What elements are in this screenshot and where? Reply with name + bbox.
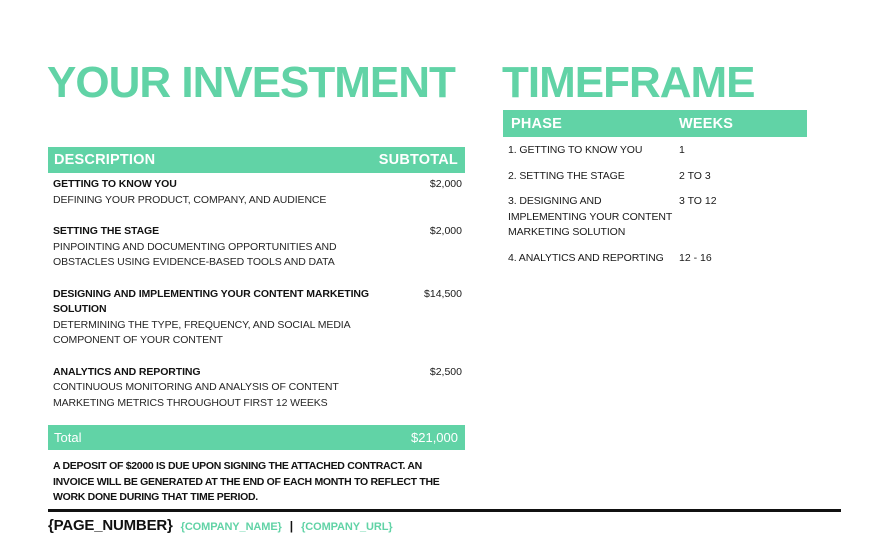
row-name: GETTING TO KNOW YOU xyxy=(53,178,177,190)
timeframe-section-title: TIMEFRAME xyxy=(502,58,756,107)
deposit-note: A DEPOSIT OF $2000 IS DUE UPON SIGNING T… xyxy=(53,460,440,503)
timeframe-table-header: PHASE WEEKS xyxy=(503,110,807,137)
row-text: DESIGNING AND IMPLEMENTING YOUR CONTENT … xyxy=(48,287,380,349)
investment-header-description: DESCRIPTION xyxy=(54,152,156,168)
company-url-placeholder: {COMPANY_URL} xyxy=(301,521,393,533)
table-row: 3. DESIGNING AND IMPLEMENTING YOUR CONTE… xyxy=(503,194,807,241)
table-row: SETTING THE STAGE PINPOINTING AND DOCUME… xyxy=(48,224,465,271)
investment-section-title: YOUR INVESTMENT xyxy=(47,58,456,107)
row-text: GETTING TO KNOW YOU DEFINING YOUR PRODUC… xyxy=(48,177,380,208)
row-weeks: 12 - 16 xyxy=(679,251,712,264)
row-subtotal: $2,000 xyxy=(429,178,462,190)
timeframe-table-body: 1. GETTING TO KNOW YOU 1 2. SETTING THE … xyxy=(503,143,807,276)
row-description: DETERMINING THE TYPE, FREQUENCY, AND SOC… xyxy=(53,318,350,347)
investment-table-header: DESCRIPTION SUBTOTAL xyxy=(48,147,465,173)
table-row: 1. GETTING TO KNOW YOU 1 xyxy=(503,143,807,159)
investment-table-body: GETTING TO KNOW YOU DEFINING YOUR PRODUC… xyxy=(48,177,465,427)
company-name-placeholder: {COMPANY_NAME} xyxy=(180,521,282,533)
table-row: 4. ANALYTICS AND REPORTING 12 - 16 xyxy=(503,251,807,267)
row-phase: 3. DESIGNING AND IMPLEMENTING YOUR CONTE… xyxy=(508,195,672,238)
total-label: Total xyxy=(54,430,82,445)
row-name: DESIGNING AND IMPLEMENTING YOUR CONTENT … xyxy=(53,287,369,316)
row-subtotal: $2,500 xyxy=(429,365,462,378)
row-text: ANALYTICS AND REPORTING CONTINUOUS MONIT… xyxy=(48,365,380,412)
row-weeks: 3 TO 12 xyxy=(679,195,717,207)
row-description: CONTINUOUS MONITORING AND ANALYSIS OF CO… xyxy=(53,381,339,409)
row-subtotal: $2,000 xyxy=(429,225,462,237)
row-weeks: 2 TO 3 xyxy=(679,169,711,182)
row-weeks: 1 xyxy=(679,144,685,156)
footer-separator: | xyxy=(289,519,294,533)
row-text: SETTING THE STAGE PINPOINTING AND DOCUME… xyxy=(48,224,380,271)
total-value: $21,000 xyxy=(411,430,458,445)
table-row: 2. SETTING THE STAGE 2 TO 3 xyxy=(503,169,807,185)
investment-total-row: Total $21,000 xyxy=(48,425,465,450)
row-subtotal: $14,500 xyxy=(424,287,462,300)
timeframe-header-weeks: WEEKS xyxy=(679,115,734,132)
footer: {PAGE_NUMBER} {COMPANY_NAME} | {COMPANY_… xyxy=(48,517,393,534)
footer-divider xyxy=(48,509,841,512)
row-phase: 2. SETTING THE STAGE xyxy=(508,169,625,182)
table-row: DESIGNING AND IMPLEMENTING YOUR CONTENT … xyxy=(48,287,465,349)
row-name: ANALYTICS AND REPORTING xyxy=(53,365,201,378)
page-number-placeholder: {PAGE_NUMBER} xyxy=(48,517,173,534)
timeframe-header-phase: PHASE xyxy=(511,115,562,132)
row-description: PINPOINTING AND DOCUMENTING OPPORTUNITIE… xyxy=(53,240,337,269)
table-row: GETTING TO KNOW YOU DEFINING YOUR PRODUC… xyxy=(48,177,465,208)
row-description: DEFINING YOUR PRODUCT, COMPANY, AND AUDI… xyxy=(53,193,327,206)
table-row: ANALYTICS AND REPORTING CONTINUOUS MONIT… xyxy=(48,365,465,412)
row-name: SETTING THE STAGE xyxy=(53,225,160,237)
row-phase: 1. GETTING TO KNOW YOU xyxy=(508,144,643,156)
investment-header-subtotal: SUBTOTAL xyxy=(378,152,458,168)
row-phase: 4. ANALYTICS AND REPORTING xyxy=(508,251,664,264)
